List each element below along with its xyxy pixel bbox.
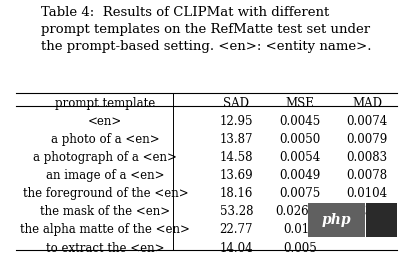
Text: 13.69: 13.69 [220, 169, 253, 182]
Text: 53.28: 53.28 [220, 205, 253, 218]
Text: an image of a <en>: an image of a <en> [46, 169, 164, 182]
Text: 14.58: 14.58 [220, 151, 253, 164]
Text: php: php [321, 213, 351, 227]
Text: the alpha matte of the <en>: the alpha matte of the <en> [21, 224, 190, 236]
Text: 0.0079: 0.0079 [346, 133, 388, 146]
Text: SAD: SAD [223, 97, 249, 110]
Text: the mask of the <en>: the mask of the <en> [40, 205, 171, 218]
Text: 18.16: 18.16 [220, 187, 253, 200]
Text: <en>: <en> [88, 115, 122, 128]
Text: 0.0045: 0.0045 [279, 115, 321, 128]
Text: 13.87: 13.87 [220, 133, 253, 146]
Text: 0.0083: 0.0083 [347, 151, 388, 164]
FancyBboxPatch shape [308, 203, 365, 237]
Text: a photograph of a <en>: a photograph of a <en> [33, 151, 177, 164]
Text: 0.0054: 0.0054 [279, 151, 321, 164]
Text: MSE: MSE [286, 97, 314, 110]
Text: 0.005: 0.005 [283, 242, 317, 254]
Text: 22.77: 22.77 [220, 224, 253, 236]
Text: 0.02699: 0.02699 [276, 205, 324, 218]
FancyBboxPatch shape [366, 203, 397, 237]
Text: 0.0050: 0.0050 [279, 133, 321, 146]
Text: 0.0074: 0.0074 [346, 115, 388, 128]
Text: to extract the <en>: to extract the <en> [46, 242, 164, 254]
Text: 0.010: 0.010 [283, 224, 317, 236]
Text: 0.0075: 0.0075 [279, 187, 321, 200]
Text: Table 4:  Results of CLIPMat with different
prompt templates on the RefMatte tes: Table 4: Results of CLIPMat with differe… [41, 6, 372, 53]
Text: a photo of a <en>: a photo of a <en> [51, 133, 160, 146]
Text: the foreground of the <en>: the foreground of the <en> [23, 187, 188, 200]
Text: 14.04: 14.04 [220, 242, 253, 254]
Text: 12.95: 12.95 [220, 115, 253, 128]
Text: MAD: MAD [352, 97, 382, 110]
Text: 0.0078: 0.0078 [347, 169, 388, 182]
Text: prompt template: prompt template [55, 97, 155, 110]
Text: 0.0104: 0.0104 [347, 187, 388, 200]
Text: 0.0305: 0.0305 [346, 205, 388, 218]
Text: 0.0049: 0.0049 [279, 169, 321, 182]
